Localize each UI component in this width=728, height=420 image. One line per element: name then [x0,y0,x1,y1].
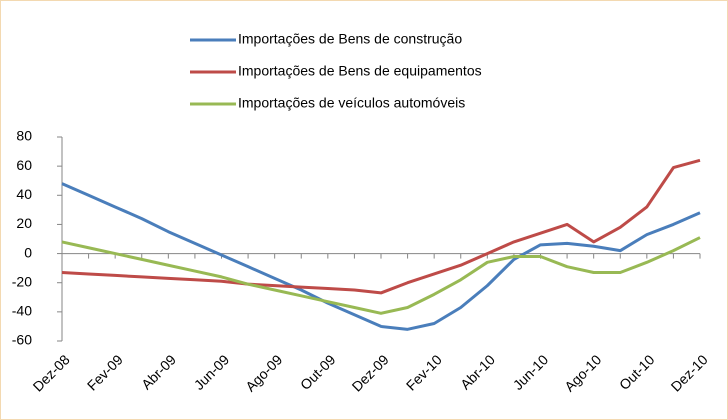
legend-label: Importações de veículos automóveis [238,95,465,111]
y-tick-label: 20 [16,215,32,231]
y-tick-label: 60 [16,157,32,173]
series-line [61,236,701,315]
y-tick-label: -40 [12,303,32,319]
legend-label: Importações de Bens de equipamentos [238,63,482,79]
series-line [61,182,701,331]
y-tick-label: 0 [24,244,32,260]
y-tick-label: -60 [12,332,32,348]
series-line [61,158,701,295]
y-tick-label: 40 [16,186,32,202]
y-tick-label: 80 [16,128,32,144]
y-tick-label: -20 [12,273,32,289]
legend-label: Importações de Bens de construção [238,31,462,47]
